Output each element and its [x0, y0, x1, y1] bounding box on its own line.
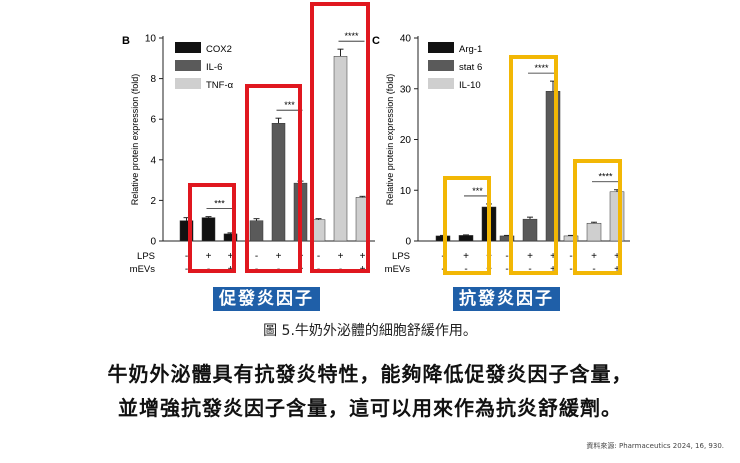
mevs-sign: +	[550, 264, 556, 275]
summary-line-2: 並增強抗發炎因子含量，這可以用來作為抗炎舒緩劑。	[118, 396, 622, 420]
lps-sign: +	[206, 251, 212, 262]
legend-label: COX2	[206, 44, 232, 55]
y-axis-label: Relative protein expression (fold)	[385, 74, 395, 206]
panel-letter-C: C	[372, 35, 380, 47]
lps-sign: -	[569, 251, 572, 262]
anti-inflammatory-label: 抗發炎因子	[453, 287, 560, 311]
significance-stars: ***	[214, 199, 225, 209]
lps-sign: -	[505, 251, 508, 262]
legend-swatch	[428, 60, 454, 71]
bar	[333, 56, 348, 242]
highlight-box	[509, 55, 558, 275]
lps-sign: +	[463, 251, 469, 262]
y-tick-label: 10	[400, 186, 412, 197]
mevs-sign: -	[569, 264, 572, 275]
lps-sign: +	[338, 251, 344, 262]
row-label-lps: LPS	[392, 251, 410, 262]
y-tick-label: 6	[150, 115, 156, 126]
lps-sign: -	[185, 251, 188, 262]
highlight-box	[188, 183, 236, 273]
y-tick-label: 0	[405, 237, 411, 248]
legend-swatch	[175, 42, 201, 53]
pro-inflammatory-label: 促發炎因子	[213, 287, 320, 311]
bar	[249, 220, 264, 242]
legend-label: IL-10	[459, 80, 481, 91]
legend-swatch	[428, 78, 454, 89]
highlight-box	[443, 176, 491, 275]
lps-sign: +	[228, 251, 234, 262]
lps-sign: +	[527, 251, 533, 262]
lps-sign: +	[591, 251, 597, 262]
significance-stars: ***	[472, 186, 483, 196]
mevs-sign: +	[614, 264, 620, 275]
panel-letter-B: B	[122, 35, 130, 47]
mevs-sign: -	[464, 264, 467, 275]
row-label-lps: LPS	[137, 251, 155, 262]
summary-line-1: 牛奶外泌體具有抗發炎特性，能夠降低促發炎因子含量，	[107, 362, 633, 386]
y-tick-label: 30	[400, 84, 412, 95]
lps-sign: +	[550, 251, 556, 262]
significance-stars: ***	[284, 100, 295, 110]
mevs-sign: -	[528, 264, 531, 275]
highlight-box	[245, 84, 302, 273]
significance-stars: ****	[344, 31, 359, 41]
mevs-sign: -	[505, 264, 508, 275]
legend-label: TNF-α	[206, 80, 234, 91]
lps-sign: +	[360, 251, 366, 262]
y-tick-label: 10	[145, 34, 157, 45]
figure-caption: 圖 5.牛奶外泌體的細胞舒緩作用。	[263, 323, 477, 339]
row-label-mevs: mEVs	[385, 264, 411, 275]
legend-swatch	[428, 42, 454, 53]
mevs-sign: -	[185, 264, 188, 275]
lps-sign: -	[255, 251, 258, 262]
highlight-box	[310, 2, 370, 273]
legend-label: Arg-1	[459, 44, 482, 55]
bar	[522, 218, 538, 242]
bar	[271, 123, 286, 242]
lps-sign: -	[317, 251, 320, 262]
mevs-sign: -	[592, 264, 595, 275]
y-tick-label: 0	[150, 237, 156, 248]
y-tick-label: 2	[150, 196, 156, 207]
bar	[458, 235, 474, 242]
lps-sign: +	[614, 251, 620, 262]
significance-stars: ****	[598, 172, 613, 182]
bar	[586, 222, 602, 242]
source-note: 資料來源: Pharmaceutics 2024, 16, 930.	[586, 442, 724, 450]
figure-charts: B Relative protein expression (fold) 0 2 4 6 8…	[122, 2, 630, 275]
significance-stars: ****	[534, 63, 549, 73]
highlight-box	[573, 159, 622, 275]
y-tick-label: 20	[400, 135, 412, 146]
legend-label: stat 6	[459, 62, 482, 73]
bar	[201, 217, 216, 242]
row-label-mevs: mEVs	[130, 264, 156, 275]
lps-sign: +	[276, 251, 282, 262]
y-axis-label: Relative protein expression (fold)	[130, 74, 140, 206]
y-tick-label: 40	[400, 34, 412, 45]
legend-swatch	[175, 78, 201, 89]
legend-label: IL-6	[206, 62, 222, 73]
legend-swatch	[175, 60, 201, 71]
y-tick-label: 4	[150, 155, 156, 166]
y-tick-label: 8	[150, 74, 156, 85]
